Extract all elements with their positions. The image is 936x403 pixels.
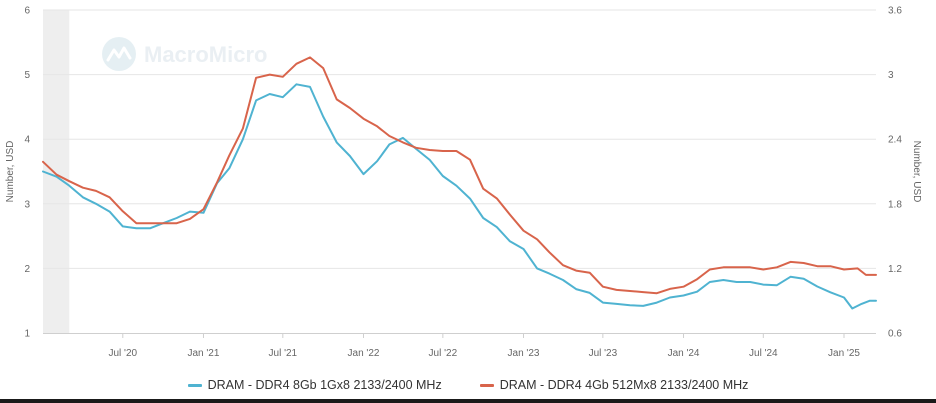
legend-item-ddr4-4gb[interactable]: DRAM - DDR4 4Gb 512Mx8 2133/2400 MHz (479, 378, 749, 392)
legend: DRAM - DDR4 8Gb 1Gx8 2133/2400 MHz DRAM … (0, 372, 936, 398)
right-tick-label: 3 (888, 70, 894, 81)
left-tick-label: 2 (24, 264, 30, 275)
right-tick-label: 1.2 (888, 264, 902, 275)
right-axis-ticks: 0.6 1.2 1.8 2.4 3 3.6 (888, 6, 902, 340)
x-tick-label: Jan '21 (187, 348, 219, 359)
series-layer (42, 56, 877, 310)
shaded-region (43, 10, 70, 333)
legend-item-ddr4-8gb[interactable]: DRAM - DDR4 8Gb 1Gx8 2133/2400 MHz (187, 378, 442, 392)
legend-label-4gb: DRAM - DDR4 4Gb 512Mx8 2133/2400 MHz (499, 378, 749, 392)
x-tick-label: Jan '23 (508, 348, 540, 359)
x-tick-label: Jul '21 (269, 348, 298, 359)
x-tick-label: Jan '25 (828, 348, 860, 359)
right-tick-label: 1.8 (888, 199, 902, 210)
left-axis-title: Number, USD (5, 141, 16, 203)
legend-swatch-8gb (187, 383, 202, 387)
left-tick-label: 6 (24, 6, 30, 17)
left-axis-ticks: 1 2 3 4 5 6 (24, 6, 30, 340)
legend-swatch-4gb (479, 383, 494, 387)
series-line-ddr4-8gb (42, 83, 877, 310)
macromicro-logo-icon (102, 37, 136, 71)
x-axis-ticks: Jul '20 Jan '21 Jul '21 Jan '22 Jul '22 Jan '… (108, 333, 860, 359)
left-tick-label: 1 (24, 329, 30, 340)
right-tick-label: 2.4 (888, 135, 902, 146)
right-axis-title: Number, USD (911, 141, 922, 203)
right-tick-label: 3.6 (888, 6, 902, 17)
x-tick-label: Jan '24 (668, 348, 700, 359)
gridlines (43, 9, 876, 269)
left-tick-label: 5 (24, 70, 30, 81)
right-tick-label: 0.6 (888, 329, 902, 340)
x-tick-label: Jul '20 (108, 348, 137, 359)
series-line-ddr4-4gb (42, 56, 877, 295)
x-tick-label: Jul '24 (749, 348, 778, 359)
left-tick-label: 4 (24, 135, 30, 146)
macromicro-watermark: MacroMicro (102, 37, 267, 71)
left-tick-label: 3 (24, 199, 30, 210)
legend-label-8gb: DRAM - DDR4 8Gb 1Gx8 2133/2400 MHz (207, 378, 442, 392)
x-tick-label: Jul '22 (429, 348, 458, 359)
x-tick-label: Jan '22 (348, 348, 380, 359)
x-tick-label: Jul '23 (589, 348, 618, 359)
watermark-brand: MacroMicro (144, 42, 267, 67)
bottom-border (0, 399, 936, 403)
